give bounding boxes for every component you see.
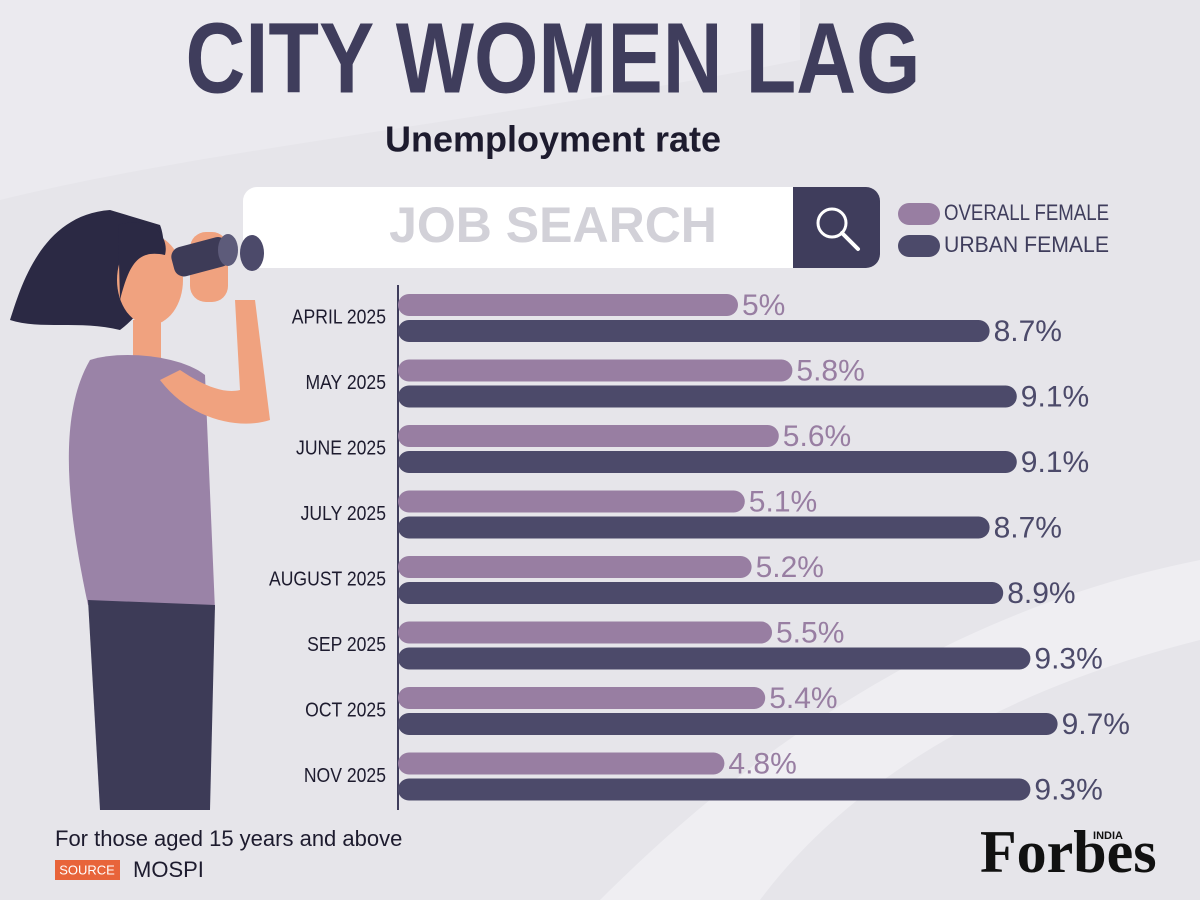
bar bbox=[398, 556, 752, 578]
bar bbox=[398, 752, 725, 775]
bar bbox=[398, 490, 745, 513]
legend-swatch bbox=[898, 235, 940, 257]
bar bbox=[398, 582, 1004, 604]
value-label: 9.1% bbox=[1021, 380, 1089, 413]
y-tick-label: SEP 2025 bbox=[307, 633, 386, 655]
bar bbox=[398, 713, 1058, 735]
legend-label: OVERALL FEMALE bbox=[944, 200, 1109, 225]
y-tick-label: MAY 2025 bbox=[305, 371, 386, 393]
bar bbox=[398, 647, 1031, 670]
legend-swatch bbox=[898, 203, 940, 225]
y-tick-label: NOV 2025 bbox=[304, 764, 386, 786]
search-button bbox=[793, 187, 880, 268]
source: MOSPI bbox=[133, 857, 204, 882]
footnote: For those aged 15 years and above bbox=[55, 826, 402, 851]
chart-title: CITY WOMEN LAG bbox=[186, 2, 921, 114]
bar bbox=[398, 778, 1031, 801]
value-label: 8.9% bbox=[1007, 577, 1075, 610]
value-label: 9.7% bbox=[1062, 708, 1130, 741]
value-label: 9.1% bbox=[1021, 446, 1089, 479]
illustration bbox=[10, 210, 270, 810]
logo-edition: INDIA bbox=[1093, 830, 1123, 842]
bar bbox=[398, 451, 1017, 473]
y-tick-label: JUNE 2025 bbox=[296, 436, 386, 458]
y-tick-label: APRIL 2025 bbox=[292, 305, 386, 327]
search-text: JOB SEARCH bbox=[389, 197, 717, 253]
source-tag: SOURCE bbox=[59, 862, 115, 877]
value-label: 9.3% bbox=[1034, 642, 1102, 675]
bar bbox=[398, 294, 738, 316]
value-label: 8.7% bbox=[994, 511, 1062, 544]
value-label: 5.4% bbox=[769, 682, 837, 715]
value-label: 5.1% bbox=[749, 485, 817, 518]
bar bbox=[398, 621, 772, 644]
search-box bbox=[243, 187, 880, 268]
value-label: 5.5% bbox=[776, 616, 844, 649]
background-swoosh bbox=[0, 0, 800, 200]
legend-label: URBAN FEMALE bbox=[944, 232, 1109, 257]
search-icon bbox=[840, 231, 860, 251]
logo: Forbes bbox=[980, 819, 1157, 885]
search-icon bbox=[816, 207, 848, 239]
chart-subtitle: Unemployment rate bbox=[385, 119, 721, 160]
bar bbox=[398, 359, 793, 382]
y-tick-label: OCT 2025 bbox=[305, 698, 386, 720]
value-label: 5.8% bbox=[796, 354, 864, 387]
bar bbox=[398, 687, 766, 709]
y-tick-label: JULY 2025 bbox=[301, 502, 386, 524]
value-label: 5% bbox=[742, 289, 785, 322]
y-tick-label: AUGUST 2025 bbox=[269, 567, 386, 589]
bar bbox=[398, 385, 1017, 408]
source-tag-box bbox=[55, 860, 120, 880]
value-label: 4.8% bbox=[728, 747, 796, 780]
bar bbox=[398, 516, 990, 539]
value-label: 8.7% bbox=[994, 315, 1062, 348]
bar bbox=[398, 320, 990, 342]
value-label: 5.2% bbox=[756, 551, 824, 584]
value-label: 5.6% bbox=[783, 420, 851, 453]
value-label: 9.3% bbox=[1034, 773, 1102, 806]
bar bbox=[398, 425, 779, 447]
